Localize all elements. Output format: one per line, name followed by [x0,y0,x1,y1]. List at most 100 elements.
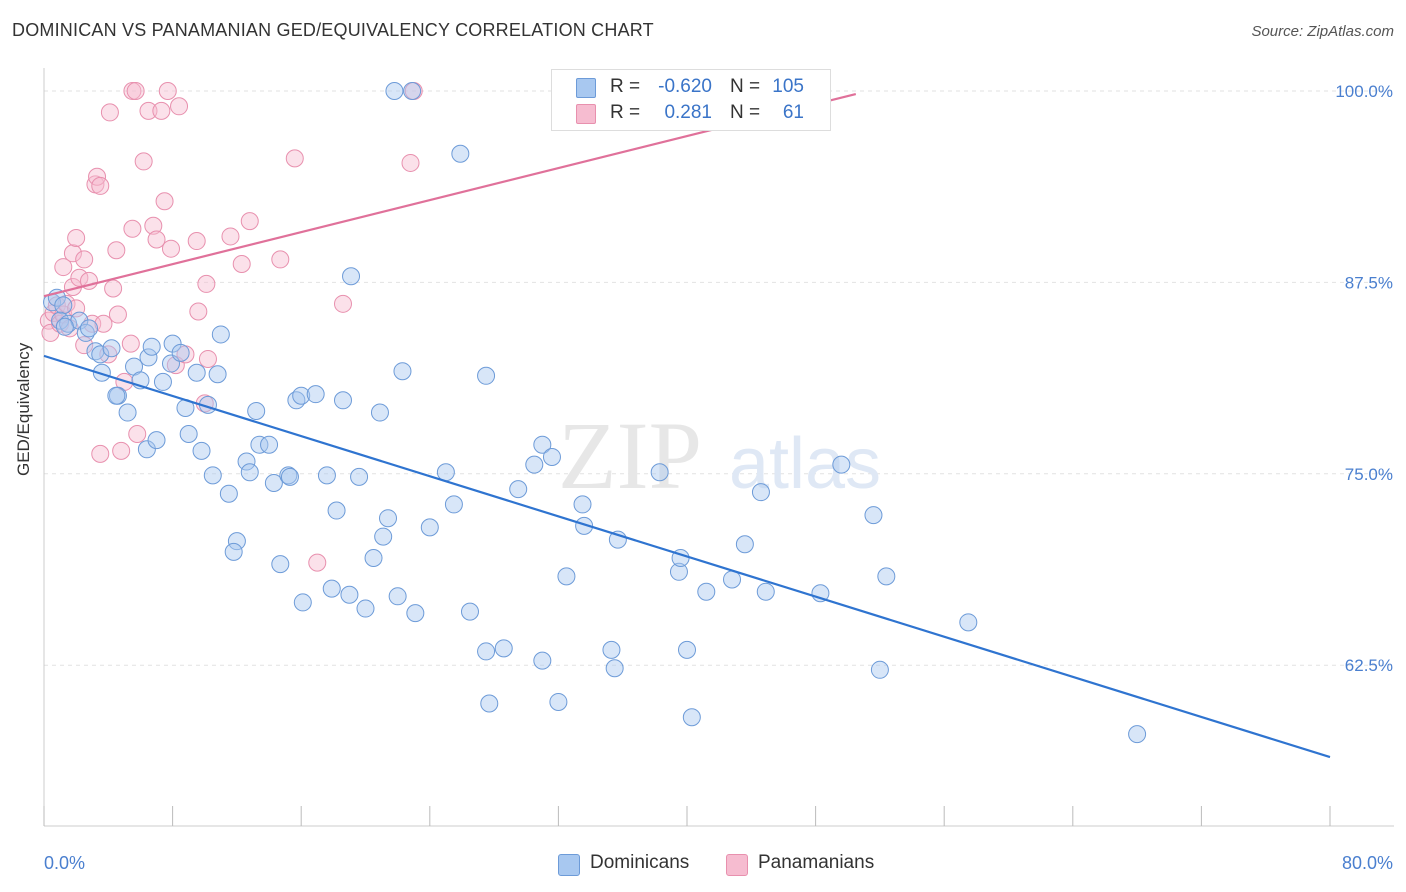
dominican-point [605,659,624,678]
watermark-zip: ZIP [558,402,702,509]
legend-r-label: R = [610,76,641,97]
panamanian-point [197,274,216,293]
dominican-point [342,267,361,286]
dominican-point [59,314,78,333]
dominican-point [573,495,592,514]
legend-swatch-blue [558,854,580,876]
panamanian-point [94,314,113,333]
panamanian-point [232,255,251,274]
panamanian-point [67,228,86,247]
dominican-point [525,455,544,474]
panamanian-point [158,81,177,100]
legend-swatch-blue [576,78,596,98]
y-tick-label: 62.5% [1345,656,1393,675]
panamanian-point [139,101,158,120]
tick-labels: 100.0% 87.5% 75.0% 62.5% 0.0% 80.0% [44,82,1393,873]
y-tick-label: 87.5% [1345,273,1393,292]
panamanian-point [187,232,206,251]
dominican-point [436,463,455,482]
dominican-point [350,467,369,486]
dominican-point [370,403,389,422]
panamanian-point [308,553,327,572]
legend-label-panamanians: Panamanians [758,852,875,873]
source-label: Source: ZipAtlas.com [1251,23,1394,40]
x-tick-label: 80.0% [1342,853,1393,873]
axes [43,68,1394,827]
dominican-point [250,435,269,454]
correlation-legend: R = -0.620 N = 105 R = 0.281 N = 61 [551,69,831,131]
dominican-point [224,542,243,561]
dominican-point [147,431,166,450]
legend-n-label: N = [730,102,761,123]
dominican-point [509,480,528,499]
dominican-point [340,585,359,604]
panamanian-point [147,230,166,249]
panamanian-point [63,244,82,263]
panamanian-point [198,349,217,368]
dominican-point [832,455,851,474]
dominican-point [356,599,375,618]
dominican-point [80,319,99,338]
dominican-point [54,296,73,315]
dominican-point [451,144,470,163]
panamanian-point [91,444,110,463]
dominican-point [575,516,594,535]
chart-title: DOMINICAN VS PANAMANIAN GED/EQUIVALENCY … [12,20,654,40]
grid-lines [44,90,1394,666]
panamanian-point [112,441,131,460]
dominican-point [542,447,561,466]
legend-r-value: -0.620 [658,76,712,97]
dominican-point [237,452,256,471]
dominican-point [171,343,190,362]
panamanian-point [123,219,142,238]
legend-row-dominicans: R = -0.620 N = 105 [552,74,830,100]
dominican-point [211,325,230,344]
panamanian-point [57,294,76,313]
dominican-point [92,363,111,382]
dominican-point [333,391,352,410]
panamanian-point [189,302,208,321]
y-tick-label: 100.0% [1335,82,1393,101]
dominican-point [403,81,422,100]
panamanian-point [221,227,240,246]
dominican-point [444,495,463,514]
dominican-point [271,555,290,574]
panamanian-point [104,279,123,298]
panamanian-point [108,305,127,324]
dominican-point [292,386,311,405]
dominican-point [477,642,496,661]
dominican-point [682,708,701,727]
dominican-point [187,363,206,382]
dominican-point [549,692,568,711]
panamanian-point [107,241,126,260]
panamanian-point [47,296,66,315]
dominican-point [420,518,439,537]
legend-n-value: 105 [772,76,804,97]
dominican-point [55,317,74,336]
legend-swatch-pink [576,104,596,124]
dominican-point [379,509,398,528]
dominican-point [179,424,198,443]
dominican-point [240,463,259,482]
legend-swatch-pink [726,854,748,876]
dominican-point [293,593,312,612]
dominican-point [118,403,137,422]
dominican-point [142,337,161,356]
dominican-point [208,365,227,384]
dominican-point [406,604,425,623]
panamanian-point [285,149,304,168]
dominican-point [1128,725,1147,744]
dominican-point [364,549,383,568]
panamanian-point [144,216,163,235]
dominican-point [260,435,279,454]
dominican-point [139,348,158,367]
panamanian-point [170,97,189,116]
panamanian-point [240,212,259,231]
dominican-point [697,582,716,601]
panamanian-point [155,192,174,211]
panamanian-point [152,101,171,120]
legend-n-value: 61 [782,102,804,123]
dominican-point [102,339,121,358]
dominican-point [959,613,978,632]
